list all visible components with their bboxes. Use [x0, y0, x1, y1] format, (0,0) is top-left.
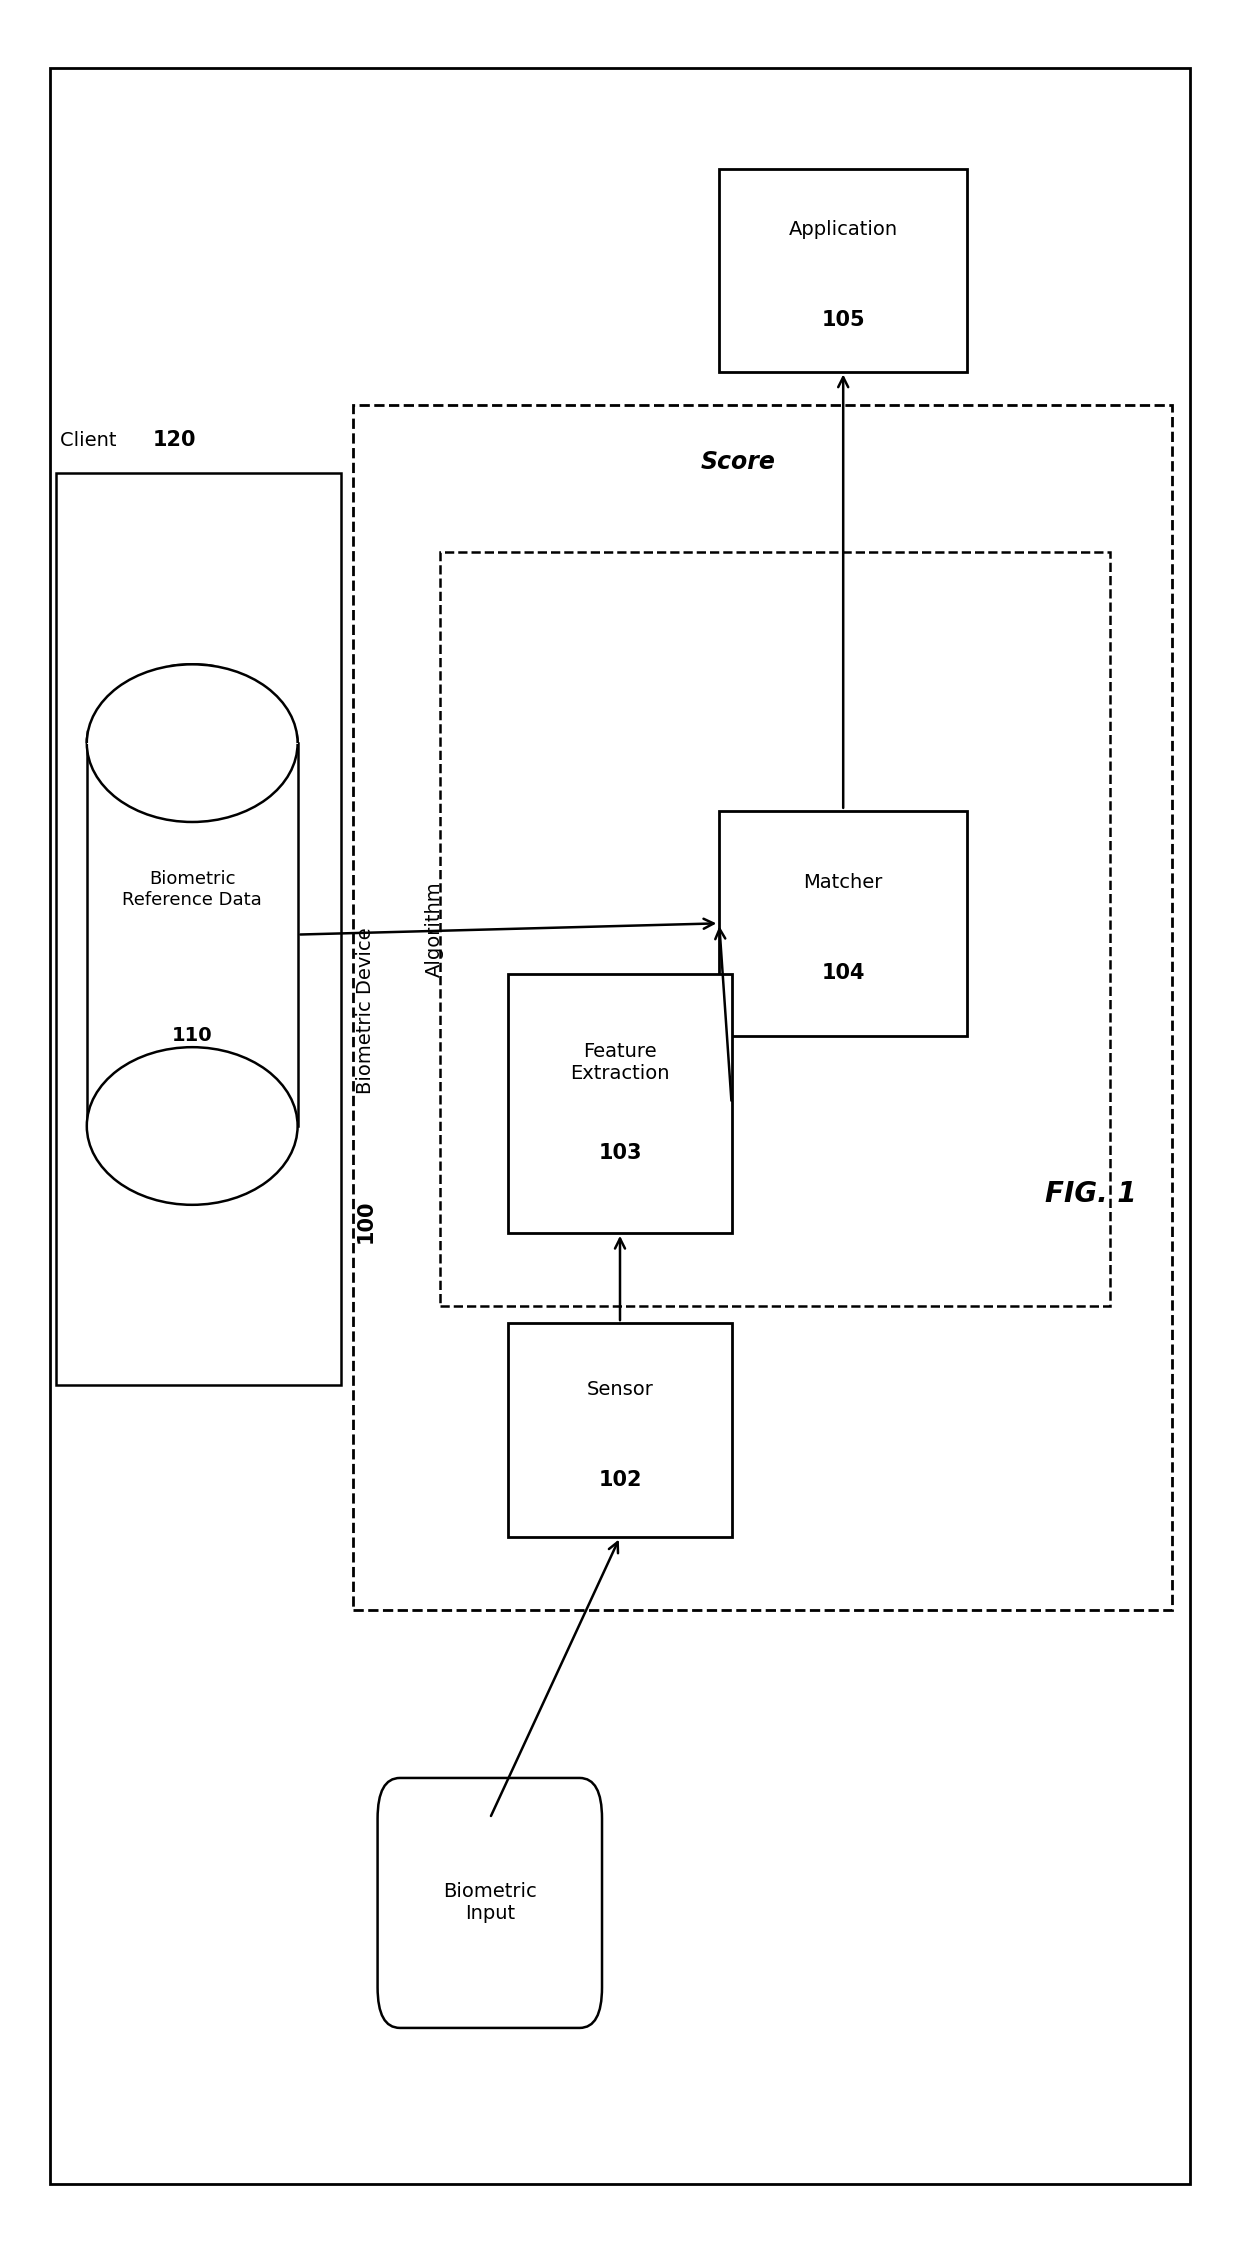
Text: Client: Client — [60, 432, 123, 450]
Text: FIG. 1: FIG. 1 — [1045, 1180, 1137, 1207]
FancyBboxPatch shape — [377, 1779, 603, 2027]
Text: Biometric
Reference Data: Biometric Reference Data — [123, 869, 262, 910]
Text: Matcher: Matcher — [804, 874, 883, 892]
Text: Biometric Device: Biometric Device — [356, 921, 376, 1094]
Text: Sensor: Sensor — [587, 1380, 653, 1398]
Text: Application: Application — [789, 221, 898, 239]
Text: 100: 100 — [356, 1200, 376, 1243]
Ellipse shape — [87, 1047, 298, 1205]
Bar — [508, 1324, 732, 1536]
Bar — [440, 552, 1110, 1306]
Text: 110: 110 — [172, 1027, 212, 1045]
Bar — [719, 811, 967, 1036]
Bar — [87, 743, 298, 1126]
Ellipse shape — [87, 664, 298, 822]
Bar — [87, 664, 298, 743]
Text: Score: Score — [701, 450, 775, 473]
Text: 104: 104 — [821, 964, 866, 982]
Text: 103: 103 — [598, 1144, 642, 1162]
Bar — [719, 169, 967, 372]
Bar — [353, 405, 1172, 1610]
Bar — [508, 973, 732, 1232]
Text: 105: 105 — [821, 311, 866, 329]
Text: Algorithm: Algorithm — [424, 881, 444, 977]
Text: Biometric
Input: Biometric Input — [443, 1883, 537, 1923]
Text: Feature
Extraction: Feature Extraction — [570, 1043, 670, 1083]
Bar — [56, 473, 341, 1385]
Text: 102: 102 — [598, 1471, 642, 1489]
Text: 120: 120 — [153, 430, 196, 450]
